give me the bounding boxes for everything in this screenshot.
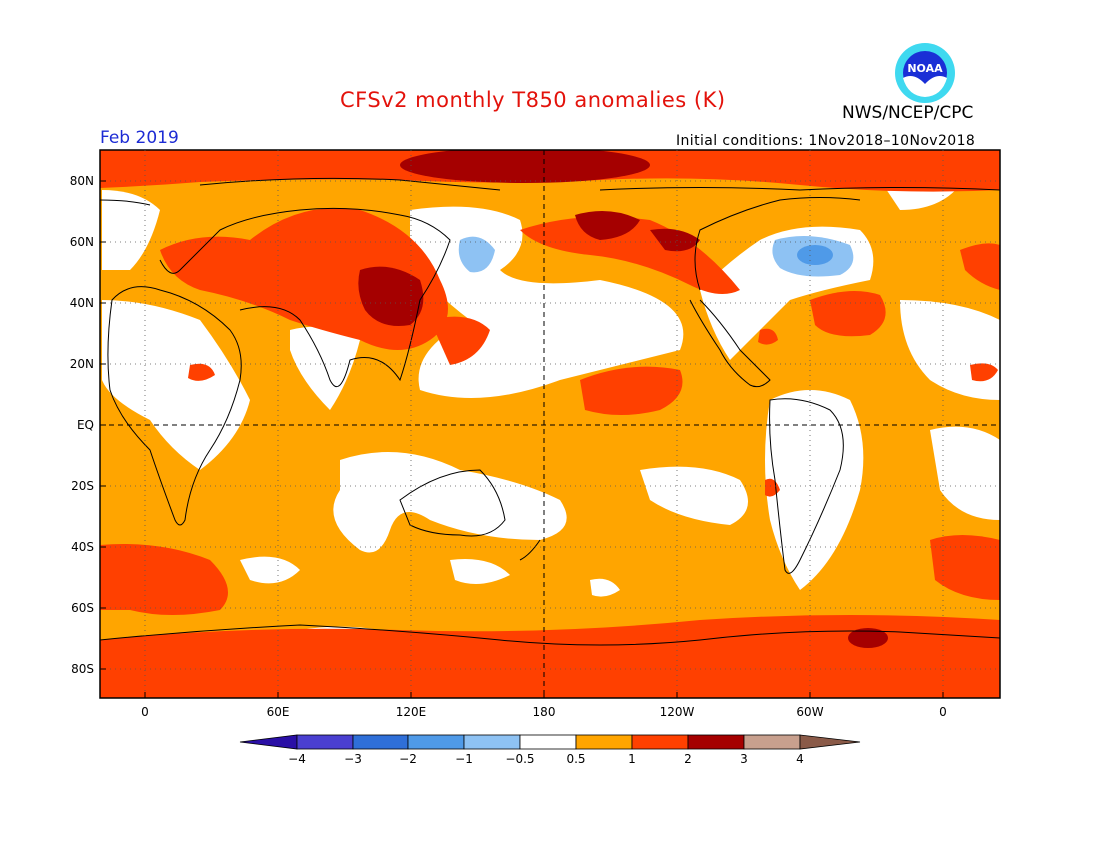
- colorbar-label-0-5: 0.5: [566, 752, 586, 766]
- axis-ticks: [100, 180, 944, 698]
- lat-label-20n: 20N: [69, 357, 94, 371]
- colorbar-label-minus-3: −3: [344, 752, 362, 766]
- map-frame: [99, 149, 1001, 699]
- colorbar-arrow-high: [799, 734, 861, 750]
- lon-label-60w: 60W: [796, 705, 824, 719]
- colorbar-label-minus-1: −1: [455, 752, 473, 766]
- colorbar-label-minus-0-5: −0.5: [505, 752, 535, 766]
- logo-text: NOAA: [907, 62, 943, 75]
- colorbar-label-minus-2: −2: [399, 752, 417, 766]
- lat-label-40s: 40S: [71, 540, 94, 554]
- lat-label-60s: 60S: [71, 601, 94, 615]
- lon-label-120e: 120E: [395, 705, 427, 719]
- colorbar-label-minus-4: −4: [288, 752, 306, 766]
- lat-label-20s: 20S: [71, 479, 94, 493]
- colorbar-arrow-low: [239, 734, 298, 750]
- colorbar: [239, 734, 861, 750]
- lat-label-eq: EQ: [76, 418, 94, 432]
- chart-title: CFSv2 monthly T850 anomalies (K): [340, 88, 726, 112]
- colorbar-label-1: 1: [628, 752, 636, 766]
- cold-anomaly-regions: [458, 236, 854, 277]
- graticule: [100, 150, 1000, 698]
- reference-lines: [100, 150, 1000, 698]
- lon-label-120w: 120W: [659, 705, 695, 719]
- lon-label-0-east: 0: [939, 705, 947, 719]
- lat-label-40n: 40N: [69, 296, 94, 310]
- forecast-period: Feb 2019: [100, 128, 179, 148]
- lat-label-60n: 60N: [69, 235, 94, 249]
- lon-label-0: 0: [141, 705, 149, 719]
- anomaly-field: [100, 150, 1000, 698]
- lat-label-80n: 80N: [69, 174, 94, 188]
- noaa-logo: NOAA: [895, 43, 955, 103]
- organization-label: NWS/NCEP/CPC: [842, 103, 974, 123]
- lat-label-80s: 80S: [71, 662, 94, 676]
- initial-conditions: Initial conditions: 1Nov2018–10Nov2018: [676, 133, 976, 149]
- colorbar-label-2: 2: [684, 752, 692, 766]
- coastlines: [100, 177, 1000, 646]
- lon-label-180: 180: [532, 705, 556, 719]
- lon-label-60e: 60E: [266, 705, 290, 719]
- strong-warm-regions: [358, 150, 888, 648]
- colorbar-label-3: 3: [740, 752, 748, 766]
- colorbar-label-4: 4: [796, 752, 804, 766]
